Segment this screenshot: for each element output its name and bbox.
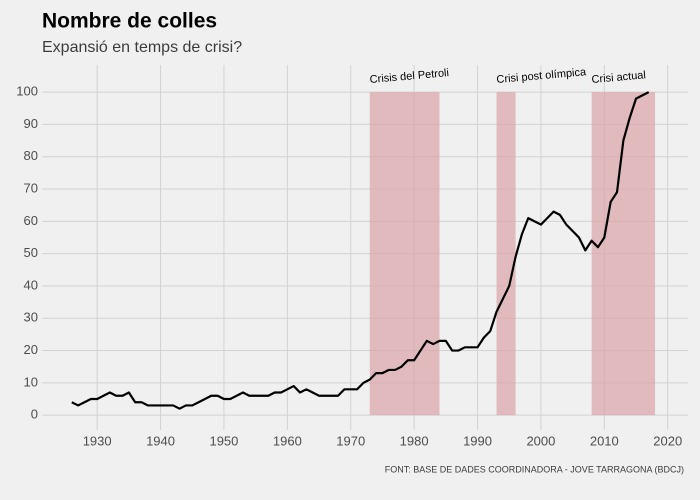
x-tick-label: 1940 [146, 433, 175, 448]
y-tick-label: 80 [24, 148, 38, 163]
y-tick-label: 0 [31, 407, 38, 422]
x-tick-label: 1990 [463, 433, 492, 448]
x-tick-label: 1930 [83, 433, 112, 448]
source: FONT: BASE DE DADES COORDINADORA - JOVE … [385, 464, 684, 474]
x-tick-label: 2000 [526, 433, 555, 448]
x-tick-label: 2010 [590, 433, 619, 448]
band-label: Crisi post olímpica [496, 66, 587, 86]
x-tick-label: 1960 [273, 433, 302, 448]
y-tick-label: 20 [24, 342, 38, 357]
y-tick-label: 10 [24, 374, 38, 389]
x-tick-label: 2020 [653, 433, 682, 448]
y-tick-label: 60 [24, 213, 38, 228]
y-tick-label: 50 [24, 245, 38, 260]
y-tick-label: 30 [24, 310, 38, 325]
crisis-band [496, 92, 516, 416]
crisis-band [369, 92, 440, 416]
chart-title: Nombre de colles [42, 10, 217, 33]
band-label: Crisis del Petroli [369, 67, 449, 86]
line [71, 91, 650, 410]
y-tick-label: 90 [24, 116, 38, 131]
x-tick-label: 1950 [209, 433, 238, 448]
x-tick-label: 1970 [336, 433, 365, 448]
band-label: Crisi actual [591, 69, 646, 86]
y-tick-label: 40 [24, 277, 38, 292]
x-tick-label: 1980 [400, 433, 429, 448]
y-tick-label: 70 [24, 180, 38, 195]
chart-subtitle: Expansió en temps de crisi? [42, 39, 242, 56]
y-tick-label: 100 [16, 84, 38, 99]
